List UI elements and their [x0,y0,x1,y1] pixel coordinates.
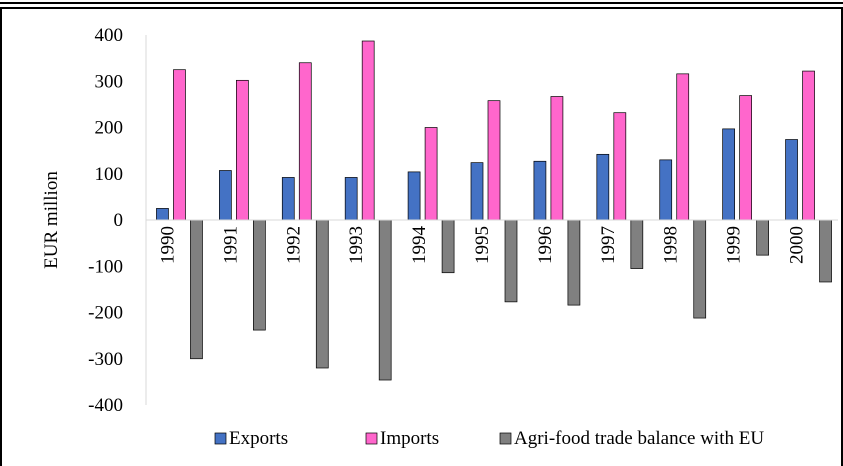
balance-bar [756,219,769,256]
legend-swatch [214,432,227,445]
category-label: 1991 [220,226,241,264]
y-axis-title: EUR million [41,171,62,269]
y-tick-label: -300 [88,349,123,370]
exports-bar [785,139,798,221]
exports-bar [533,160,547,221]
imports-bar [802,70,815,221]
balance-bar [630,219,644,269]
bars-layer [156,40,832,381]
legend-label: Agri-food trade balance with EU [514,428,764,449]
legend-swatch [365,432,378,445]
category-label: 1992 [283,226,304,264]
imports-bar [676,73,690,221]
balance-bar [441,219,455,274]
category-label: 1998 [661,226,682,264]
exports-bar [722,128,735,221]
imports-bar [173,69,186,221]
exports-bar [219,170,232,221]
exports-bar [596,153,610,221]
balance-bar [504,219,518,303]
balance-bar [190,219,203,360]
imports-bar [424,127,438,221]
balance-bar [253,219,266,331]
balance-bar [693,219,707,319]
imports-bar [361,40,375,221]
category-labels: 1990 1991 1992 1993 1994 1995 1996 1997 1998 1999… [157,226,807,265]
category-label: 1996 [535,226,556,264]
category-label: 1993 [346,226,367,264]
y-tick-label: 400 [95,25,124,46]
category-label: 1999 [724,226,745,264]
balance-bar [315,219,329,369]
y-tick-label: -200 [88,303,123,324]
imports-bar [739,95,752,221]
y-tick-label: 100 [95,164,124,185]
y-tick-labels: 400 300 200 100 0 -100 -200 -300 -400 [88,25,123,416]
exports-bar [407,171,421,221]
exports-bar [659,159,673,221]
legend-label: Imports [380,428,439,449]
y-tick-label: 0 [114,210,124,231]
category-label: 1994 [409,226,430,265]
y-tick-label: -400 [88,395,123,416]
legend-label: Exports [229,428,288,449]
exports-bar [344,177,358,221]
exports-bar [281,177,295,221]
y-tick-label: -100 [88,256,123,277]
balance-bar [567,219,581,306]
imports-bar [487,100,501,221]
category-label: 2000 [787,226,808,264]
imports-bar [236,79,249,221]
legend: Exports Imports Agri-food trade balance wi… [214,428,764,449]
balance-bar [819,219,832,283]
y-tick-label: 300 [95,71,124,92]
imports-bar [298,62,312,221]
category-label: 1995 [472,226,493,264]
exports-bar [156,208,169,221]
exports-bar [470,162,484,221]
balance-bar [378,219,392,381]
y-tick-label: 200 [95,118,124,139]
category-label: 1997 [598,226,619,264]
imports-bar [550,96,564,221]
imports-bar [613,112,627,221]
category-label: 1990 [157,226,178,264]
legend-swatch [499,432,512,445]
